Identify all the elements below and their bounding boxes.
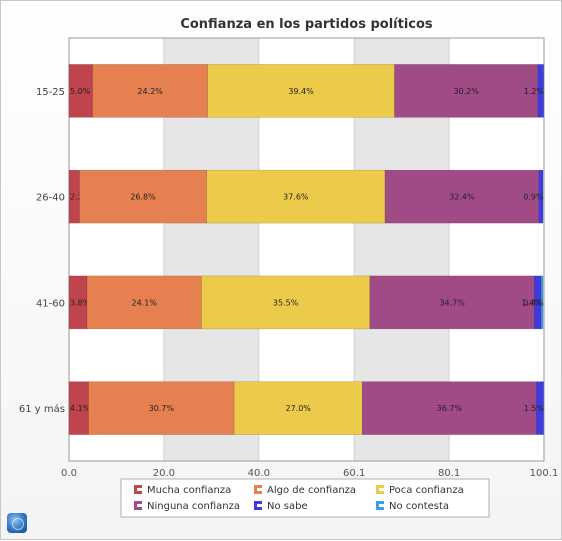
data-label: 39.4% (288, 87, 314, 96)
legend-swatch (134, 485, 142, 488)
bar-segment[interactable] (86, 275, 202, 330)
bar-segment[interactable] (207, 64, 395, 118)
data-label: 4.1% (70, 404, 91, 413)
data-label: 30.7% (149, 404, 175, 413)
legend-swatch (254, 491, 262, 494)
legend-entry[interactable]: Poca confianza (389, 485, 464, 496)
data-label: 26.8% (130, 193, 156, 202)
bar-segment[interactable] (538, 169, 544, 224)
legend-swatch (376, 507, 384, 510)
data-label: 34.7% (439, 298, 465, 307)
data-label: 3.8% (70, 298, 91, 307)
data-label: 5.0% (70, 87, 91, 96)
y-category-label: 15-25 (36, 87, 65, 98)
legend-entry[interactable]: Algo de confianza (267, 485, 356, 496)
legend-entry[interactable]: Ninguna confianza (147, 501, 240, 512)
y-category-label: 26-40 (36, 193, 65, 204)
legend-swatch (376, 491, 384, 494)
app-logo-icon[interactable] (7, 513, 27, 533)
bar-segment[interactable] (369, 275, 535, 330)
bar-segment[interactable] (540, 275, 544, 330)
data-label: 24.2% (137, 87, 163, 96)
plot-border (68, 37, 545, 462)
x-tick-label: 100.1 (530, 468, 559, 479)
x-tick-label: 20.0 (153, 468, 175, 479)
x-tick-label: 40.0 (248, 468, 270, 479)
data-label: 35.5% (273, 298, 299, 307)
legend-swatch (254, 501, 257, 510)
x-tick-label: 0.0 (61, 468, 77, 479)
x-tick-label: 80.1 (438, 468, 460, 479)
data-label: 27.0% (285, 404, 311, 413)
legend-swatch (254, 485, 262, 488)
data-label: 36.7% (437, 404, 463, 413)
legend (120, 478, 490, 518)
data-label: 1.2% (524, 87, 545, 96)
bar-segment[interactable] (384, 169, 540, 224)
bar-segment[interactable] (233, 381, 363, 435)
legend-swatch (134, 485, 137, 494)
data-label: 24.1% (132, 298, 158, 307)
bar-segment[interactable] (362, 381, 537, 435)
legend-swatch (254, 507, 262, 510)
bar-segment[interactable] (88, 381, 235, 435)
legend-swatch (134, 501, 142, 504)
data-label: 0.9% (523, 193, 544, 202)
bar-segment[interactable] (536, 381, 544, 435)
legend-swatch (376, 501, 384, 504)
chart-title: Confianza en los partidos políticos (180, 17, 433, 32)
data-label: 37.6% (283, 193, 309, 202)
legend-swatch (376, 485, 379, 494)
bar-segment[interactable] (394, 64, 539, 118)
bar-segment[interactable] (201, 275, 371, 330)
data-label: 1.4% (521, 298, 542, 307)
y-category-label: 61 y más (19, 403, 65, 415)
data-label: 30.2% (453, 87, 479, 96)
legend-swatch (134, 507, 142, 510)
bar-segment[interactable] (206, 169, 386, 224)
legend-entry[interactable]: No sabe (267, 501, 308, 512)
legend-swatch (134, 501, 137, 510)
legend-swatch (254, 501, 262, 504)
data-label: 32.4% (449, 193, 475, 202)
legend-entry[interactable]: No contesta (389, 501, 449, 512)
legend-swatch (376, 485, 384, 488)
legend-entry[interactable]: Mucha confianza (147, 485, 231, 496)
legend-swatch (376, 501, 379, 510)
data-label: 1.5% (524, 404, 545, 413)
data-label: 0.4% (523, 298, 544, 307)
bar-segment[interactable] (537, 64, 544, 118)
bar-segment[interactable] (79, 169, 207, 224)
legend-swatch (254, 485, 257, 494)
legend-swatch (134, 491, 142, 494)
y-category-label: 41-60 (36, 298, 65, 309)
x-tick-label: 60.1 (343, 468, 365, 479)
